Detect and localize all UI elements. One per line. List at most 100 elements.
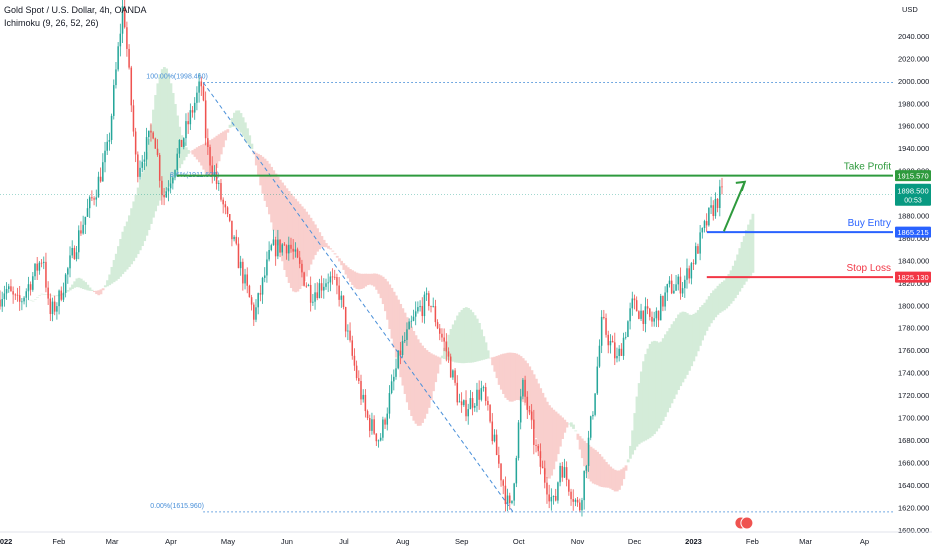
time-axis[interactable]: 2022 Feb Mar Apr May Jun Jul Aug Sep Oct Nov Dec 202… <box>0 531 932 546</box>
cloud-segment <box>322 239 326 248</box>
candle-body <box>552 495 555 497</box>
cloud-segment <box>138 179 142 251</box>
time-tick: Aug <box>396 537 409 546</box>
cloud-segment <box>33 299 37 300</box>
cloud-segment <box>340 260 344 266</box>
event-flag-icon-2 <box>740 516 754 530</box>
time-tick: Sep <box>455 537 468 546</box>
candle-body <box>281 244 284 253</box>
cloud-segment <box>497 355 501 385</box>
candle-body <box>386 413 389 425</box>
cloud-segment <box>103 285 107 288</box>
candle-body <box>202 86 205 101</box>
cloud-segment <box>650 341 654 437</box>
cloud-segment <box>357 273 361 290</box>
cloud-segment <box>480 329 484 361</box>
cloud-segment <box>193 148 197 157</box>
candle-body <box>200 81 203 87</box>
candle-body <box>397 350 399 369</box>
candle-body <box>169 183 172 189</box>
candle-body <box>154 138 157 149</box>
candle-body <box>215 172 218 184</box>
candle-body <box>572 499 574 502</box>
candle-body <box>478 389 480 400</box>
stop-loss-tag-bg <box>895 271 931 283</box>
candle-body <box>721 186 723 188</box>
cloud-segment <box>348 269 352 282</box>
cloud-segment <box>219 132 223 155</box>
cloud-segment <box>749 219 753 276</box>
cloud-segment <box>383 278 387 312</box>
candle-body <box>99 176 102 182</box>
cloud-segment <box>206 141 210 176</box>
cloud-segment <box>727 273 731 307</box>
candle-body <box>266 259 268 276</box>
candle-body <box>298 257 301 264</box>
cloud-segment <box>731 265 735 302</box>
cloud-segment <box>677 314 680 390</box>
time-tick: Mar <box>106 537 119 546</box>
cloud-segment <box>134 194 138 258</box>
candle-body <box>434 306 437 323</box>
candle-body <box>38 262 41 271</box>
candle-body <box>480 388 483 400</box>
candle-body <box>347 330 349 332</box>
cloud-segment <box>176 115 179 173</box>
candle-body <box>82 224 84 234</box>
cloud-segment <box>747 224 750 279</box>
arrow-head <box>735 180 747 192</box>
cloud-segment <box>434 355 438 383</box>
candle-body <box>36 263 38 271</box>
candle-body <box>312 301 314 303</box>
candle-body <box>441 333 443 338</box>
buy-entry-label: Buy Entry <box>848 218 891 229</box>
candle-body <box>456 382 459 403</box>
candle-body <box>565 467 568 480</box>
candle-body <box>95 197 98 200</box>
candle-body <box>670 280 673 294</box>
cloud-segment <box>182 142 186 161</box>
candle-body <box>506 495 509 505</box>
cloud-segment <box>307 214 311 271</box>
cloud-segment <box>200 144 203 166</box>
candle-body <box>548 494 550 502</box>
levels: 100.00%(1998.460)0.00%(1615.960)8.6%(191… <box>0 74 893 530</box>
cloud-segment <box>567 423 571 425</box>
candle-body <box>583 470 585 501</box>
candle-body <box>598 345 601 367</box>
cloud-segment <box>453 320 457 363</box>
candle-body <box>255 307 257 320</box>
candle-body <box>180 139 183 147</box>
cloud-segment <box>701 305 705 341</box>
candle-body <box>134 131 137 155</box>
cloud-segment <box>228 124 232 128</box>
candle-body <box>452 370 454 378</box>
cloud-segment <box>90 289 94 291</box>
cloud-segment <box>335 255 339 258</box>
buy-entry-tag: 1865.215 <box>897 228 928 237</box>
candle-body <box>148 130 150 138</box>
cloud-segment <box>222 131 225 148</box>
candle-body <box>668 280 671 285</box>
cloud-segment <box>484 342 488 360</box>
candle-body <box>430 306 432 307</box>
candle-body <box>172 177 174 184</box>
time-tick: 2022 <box>0 537 12 546</box>
cloud-segment <box>158 74 162 201</box>
cloud-segment <box>92 290 96 293</box>
candle-body <box>533 419 535 445</box>
candle-body <box>498 455 500 464</box>
cloud-segment <box>259 155 263 186</box>
candle-body <box>618 348 620 357</box>
cloud-segment <box>440 355 444 359</box>
candle-body <box>18 295 21 302</box>
price-tick: 1860.000 <box>898 234 929 243</box>
cloud-segment <box>355 272 359 290</box>
candle-body <box>622 337 625 356</box>
cloud-segment <box>318 232 322 250</box>
candle-body <box>130 67 133 106</box>
candle-body <box>126 27 128 49</box>
candle-body <box>34 263 36 277</box>
